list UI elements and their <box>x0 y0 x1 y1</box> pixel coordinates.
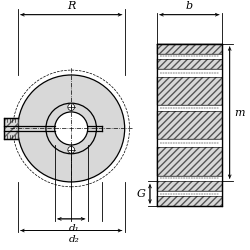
Text: d₂: d₂ <box>69 236 80 244</box>
Bar <box>157 54 222 59</box>
Bar <box>157 182 222 191</box>
Bar <box>157 176 222 182</box>
Bar <box>157 44 222 54</box>
Bar <box>157 196 222 206</box>
Text: G: G <box>137 189 146 199</box>
Bar <box>157 111 222 139</box>
Bar <box>157 148 222 176</box>
Circle shape <box>18 75 125 182</box>
Bar <box>4 118 18 139</box>
Bar <box>157 182 222 191</box>
Bar <box>157 191 222 196</box>
Bar <box>157 44 222 206</box>
Bar <box>157 59 222 69</box>
Bar <box>4 118 18 139</box>
Circle shape <box>55 112 88 145</box>
Bar <box>157 196 222 206</box>
Bar <box>157 44 222 54</box>
Circle shape <box>68 146 74 153</box>
Bar <box>157 77 222 105</box>
Text: R: R <box>67 1 76 11</box>
Text: b: b <box>186 1 193 11</box>
Bar <box>157 139 222 147</box>
Bar <box>157 77 222 105</box>
Bar <box>157 59 222 69</box>
Bar <box>157 69 222 77</box>
Text: d₁: d₁ <box>69 224 80 233</box>
Bar <box>157 111 222 139</box>
Bar <box>157 148 222 176</box>
Bar <box>157 105 222 111</box>
Circle shape <box>68 104 74 110</box>
Text: m: m <box>234 108 245 118</box>
